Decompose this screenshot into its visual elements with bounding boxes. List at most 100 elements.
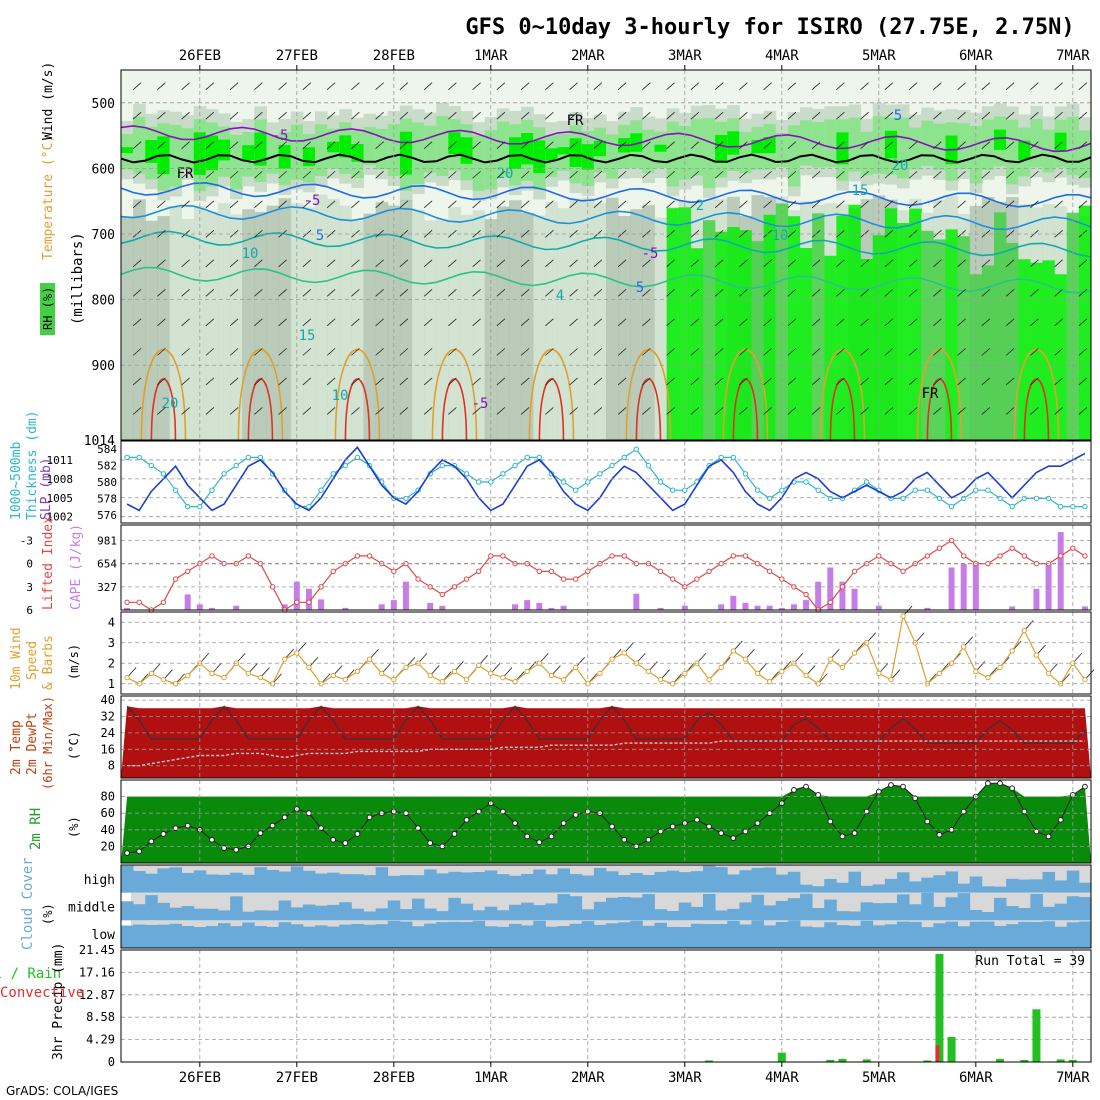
- lifted-index-point: [209, 553, 215, 559]
- cloud-low-bar: [375, 924, 389, 948]
- upper-wind-barb: [157, 259, 166, 268]
- upper-wind-barb: [302, 348, 312, 356]
- date-label-top: 6MAR: [959, 48, 993, 64]
- upper-wind-barb: [229, 82, 239, 90]
- thickness-point: [354, 454, 361, 461]
- cape-label-cape: CAPE (J/kg): [69, 524, 84, 610]
- temp-label-4: (°C): [67, 731, 81, 760]
- upper-wind-barb: [496, 348, 506, 356]
- cape-bar: [730, 595, 737, 610]
- upper-wind-barb: [326, 200, 336, 209]
- cloud-high-bar: [460, 872, 474, 893]
- wind-speed-point: [766, 679, 773, 685]
- cloud-middle-bar: [533, 905, 546, 921]
- upper-wind-barb: [326, 407, 336, 415]
- cloud-high-bar: [399, 875, 413, 893]
- cape-bar: [536, 602, 543, 610]
- upper-wind-barb: [520, 318, 530, 327]
- upper-wind-barb: [399, 170, 409, 179]
- upper-wind-barb: [1030, 141, 1039, 150]
- rh-band-green: [787, 125, 801, 187]
- cloud-middle-bar: [1066, 896, 1080, 921]
- rh-band-green: [181, 128, 195, 170]
- rh-column: [545, 202, 558, 440]
- wind-speed-point: [779, 668, 785, 675]
- thickness-point: [524, 454, 530, 461]
- rh-low-green: [727, 227, 740, 440]
- upper-wind-barb: [132, 377, 142, 386]
- cloud-middle-bar: [703, 893, 716, 921]
- cloud-high-bar: [994, 886, 1007, 893]
- cape-bar: [681, 605, 688, 610]
- upper-wind-barb: [351, 111, 360, 120]
- rh-column: [436, 218, 449, 440]
- upper-wind-barb: [836, 170, 845, 179]
- date-label-bottom: 7MAR: [1056, 1070, 1090, 1086]
- cloud-high-bar: [339, 874, 352, 893]
- cloud-middle-bar: [193, 908, 207, 921]
- upper-wind-barb: [375, 348, 384, 356]
- thickness-point: [779, 487, 785, 493]
- upper-wind-barb: [545, 259, 554, 268]
- upper-wind-barb: [836, 141, 845, 150]
- wind-speed-point: [512, 679, 518, 685]
- cloud-high-bar: [1030, 879, 1043, 893]
- cloud-middle-bar: [848, 911, 862, 921]
- cape-bar: [766, 605, 773, 610]
- cloud-middle-bar: [1054, 903, 1068, 921]
- upper-wind-barb: [763, 170, 772, 179]
- upper-wind-barb: [642, 289, 651, 297]
- lifted-index-point: [1009, 545, 1015, 551]
- date-label-top: 2MAR: [571, 48, 605, 64]
- cloud-middle-bar: [581, 909, 595, 921]
- precip-total-bar: [862, 1059, 871, 1062]
- upper-wind-barb: [739, 229, 748, 238]
- upper-wind-barb: [981, 289, 991, 297]
- upper-wind-barb: [351, 259, 360, 268]
- lifted-tick: 6: [26, 604, 33, 617]
- upper-wind-barb: [642, 170, 651, 179]
- cloud-middle-bar: [436, 911, 449, 921]
- upper-wind-barb: [545, 289, 554, 297]
- cloud-low-bar: [157, 924, 170, 948]
- cloud-middle-bar: [593, 901, 607, 921]
- upper-wind-barb: [617, 200, 627, 209]
- upper-wind-barb: [957, 289, 966, 297]
- upper-wind-barb: [739, 111, 748, 120]
- thickness-point: [633, 446, 640, 452]
- upper-wind-barb: [1054, 111, 1063, 120]
- rh-column: [169, 206, 183, 440]
- thickness-point: [221, 471, 227, 477]
- upper-wind-barb: [836, 348, 845, 356]
- upper-wind-barb: [302, 259, 312, 268]
- cloud-high-bar: [1066, 870, 1080, 893]
- upper-wind-barb: [520, 111, 530, 120]
- upper-wind-barb: [714, 200, 724, 209]
- cloud-low-bar: [121, 925, 134, 948]
- upper-wind-barb: [981, 111, 991, 120]
- upper-wind-barb: [593, 318, 603, 327]
- upper-wind-barb: [1030, 111, 1039, 120]
- thickness-point: [500, 471, 506, 477]
- thickness-point: [669, 487, 676, 493]
- upper-wind-barb: [351, 377, 360, 386]
- cloud-middle-bar: [933, 906, 946, 921]
- upper-wind-barb: [569, 348, 578, 356]
- thickness-point: [209, 487, 215, 493]
- cloud-low-bar: [363, 924, 377, 948]
- wind-speed-point: [560, 676, 567, 683]
- cloud-high-bar: [1018, 879, 1031, 893]
- wind-speed-point: [1033, 652, 1040, 658]
- upper-wind-barb: [787, 170, 797, 179]
- cloud-middle-bar: [872, 903, 886, 921]
- slp-tick: 1002: [47, 511, 74, 524]
- rh-label-2: (%): [67, 816, 81, 838]
- wind-speed-point: [609, 656, 615, 662]
- upper-wind-barb: [933, 348, 942, 356]
- cloud-high-bar: [290, 866, 304, 893]
- upper-wind-barb: [302, 318, 312, 327]
- rh-point: [1045, 833, 1052, 840]
- rh-band-green: [981, 119, 995, 170]
- wind-speed-point: [572, 664, 579, 671]
- cloud-middle-bar: [836, 911, 849, 921]
